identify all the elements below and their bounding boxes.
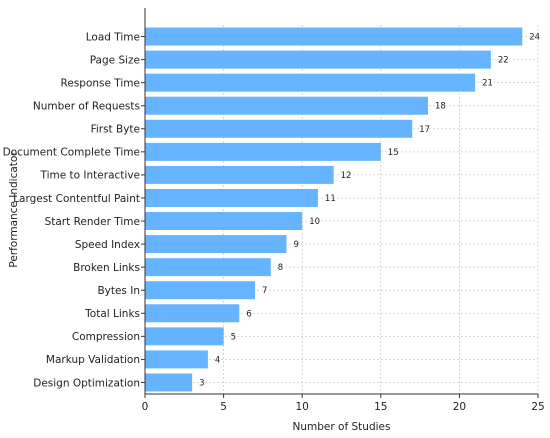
- value-label: 9: [293, 240, 298, 250]
- bar: [145, 350, 208, 369]
- value-labels: 24 22 21 18 17 15 12 11 10 9 8 7 6 5 4 3: [199, 33, 540, 389]
- bar: [145, 373, 193, 392]
- category-label: Total Links: [84, 308, 140, 320]
- category-label: Load Time: [86, 31, 140, 43]
- value-label: 18: [435, 102, 446, 112]
- bar: [145, 73, 476, 92]
- x-ticks: 0 5 10 15 20 25: [141, 36, 545, 413]
- bar: [145, 281, 256, 300]
- x-tick-label: 25: [531, 401, 544, 413]
- category-labels: Load Time Page Size Response Time Number of…: [3, 31, 140, 389]
- category-label: Page Size: [90, 54, 140, 66]
- category-label: Compression: [72, 331, 140, 343]
- bar: [145, 327, 224, 346]
- value-label: 15: [388, 148, 399, 158]
- value-label: 4: [215, 355, 220, 365]
- category-label: Document Complete Time: [3, 147, 140, 159]
- category-label: Broken Links: [73, 262, 140, 274]
- bar: [145, 258, 271, 277]
- bar: [145, 304, 240, 323]
- category-label: Start Render Time: [45, 216, 140, 228]
- category-label: Design Optimization: [33, 377, 140, 389]
- value-label: 24: [529, 33, 540, 43]
- value-label: 12: [341, 171, 352, 181]
- bar: [145, 119, 413, 138]
- bars: [145, 27, 523, 392]
- value-label: 21: [482, 79, 493, 89]
- value-label: 3: [199, 378, 204, 388]
- x-tick-label: 20: [453, 401, 466, 413]
- value-label: 6: [246, 309, 251, 319]
- value-label: 17: [419, 125, 430, 135]
- category-label: Speed Index: [75, 239, 140, 251]
- y-axis-title: Performance Indicator: [8, 151, 20, 268]
- bar: [145, 142, 381, 161]
- bar: [145, 27, 523, 46]
- category-label: Bytes In: [97, 285, 140, 297]
- bar: [145, 165, 334, 184]
- category-label: Response Time: [61, 77, 140, 89]
- x-tick-label: 10: [296, 401, 309, 413]
- category-label: Largest Contentful Paint: [13, 193, 140, 205]
- value-label: 11: [325, 194, 336, 204]
- value-label: 10: [309, 217, 320, 227]
- category-label: Time to Interactive: [40, 170, 140, 182]
- x-tick-label: 0: [142, 401, 149, 413]
- bar: [145, 188, 318, 207]
- category-label: Number of Requests: [33, 101, 140, 113]
- category-label: First Byte: [91, 124, 140, 136]
- value-label: 7: [262, 286, 267, 296]
- bar: [145, 212, 303, 231]
- value-label: 5: [231, 332, 236, 342]
- x-tick-label: 5: [220, 401, 227, 413]
- value-label: 8: [278, 263, 283, 273]
- x-tick-label: 15: [374, 401, 387, 413]
- x-axis-title: Number of Studies: [293, 421, 391, 433]
- category-label: Markup Validation: [46, 354, 140, 366]
- bar: [145, 50, 491, 69]
- value-label: 22: [498, 56, 509, 66]
- bar: [145, 96, 428, 115]
- bar: [145, 235, 287, 254]
